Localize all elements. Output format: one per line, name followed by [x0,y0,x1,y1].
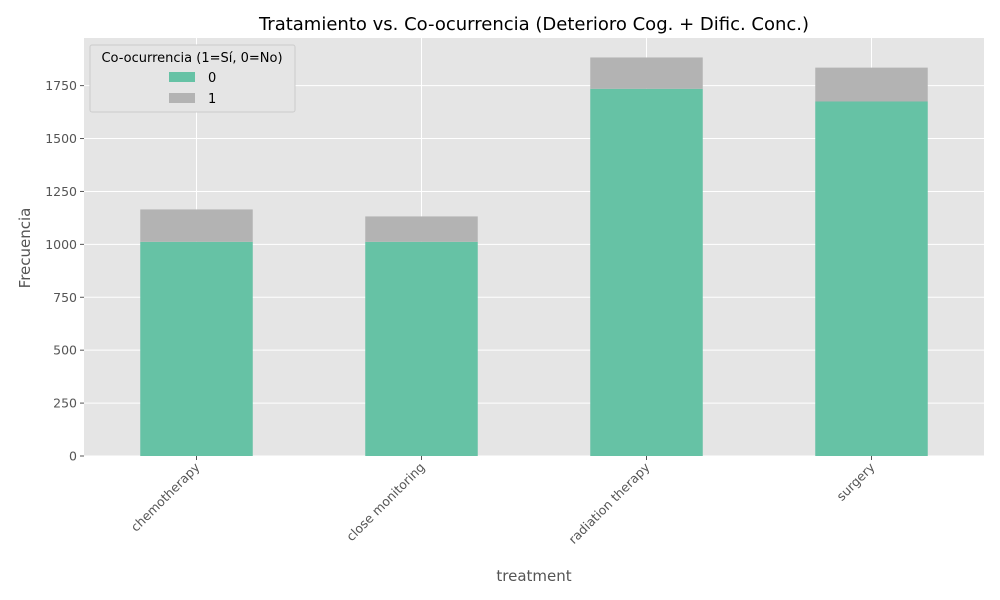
legend-swatch-0 [169,72,195,82]
bar-close-monitoring-series-1 [365,216,478,242]
bar-radiation-therapy-series-0 [590,88,703,457]
y-tick-label: 1500 [45,131,77,146]
bar-surgery-series-1 [815,67,928,102]
y-axis-ticks: 0 250 500 750 1000 1250 1500 1750 [45,78,84,464]
y-tick-label: 1750 [45,78,77,93]
y-tick-label: 1000 [45,237,77,252]
x-tick-label: chemotherapy [128,459,203,534]
legend-label-1: 1 [208,92,216,107]
y-tick-label: 0 [69,449,77,464]
bars [140,57,928,457]
bar-close-monitoring-series-0 [365,241,478,456]
legend-title: Co-ocurrencia (1=Sí, 0=No) [101,51,282,66]
x-tick-label: radiation therapy [565,459,653,547]
legend-label-0: 0 [208,71,216,86]
legend-swatch-1 [169,93,195,103]
y-tick-label: 250 [53,396,77,411]
chart-title: Tratamiento vs. Co-ocurrencia (Deterioro… [258,14,809,35]
y-tick-label: 1250 [45,184,77,199]
x-axis-label: treatment [496,567,571,585]
x-axis-ticks: chemotherapy close monitoring radiation th… [128,456,878,547]
legend: Co-ocurrencia (1=Sí, 0=No) 0 1 [89,44,296,113]
bar-chemotherapy-series-0 [140,241,253,456]
y-tick-label: 500 [53,343,77,358]
x-tick-label: surgery [833,459,878,504]
bar-radiation-therapy-series-1 [590,57,703,89]
bar-chemotherapy-series-1 [140,209,253,242]
y-tick-label: 750 [53,290,77,305]
y-axis-label: Frecuencia [16,208,34,289]
bar-surgery-series-0 [815,101,928,457]
x-tick-label: close monitoring [343,460,427,544]
